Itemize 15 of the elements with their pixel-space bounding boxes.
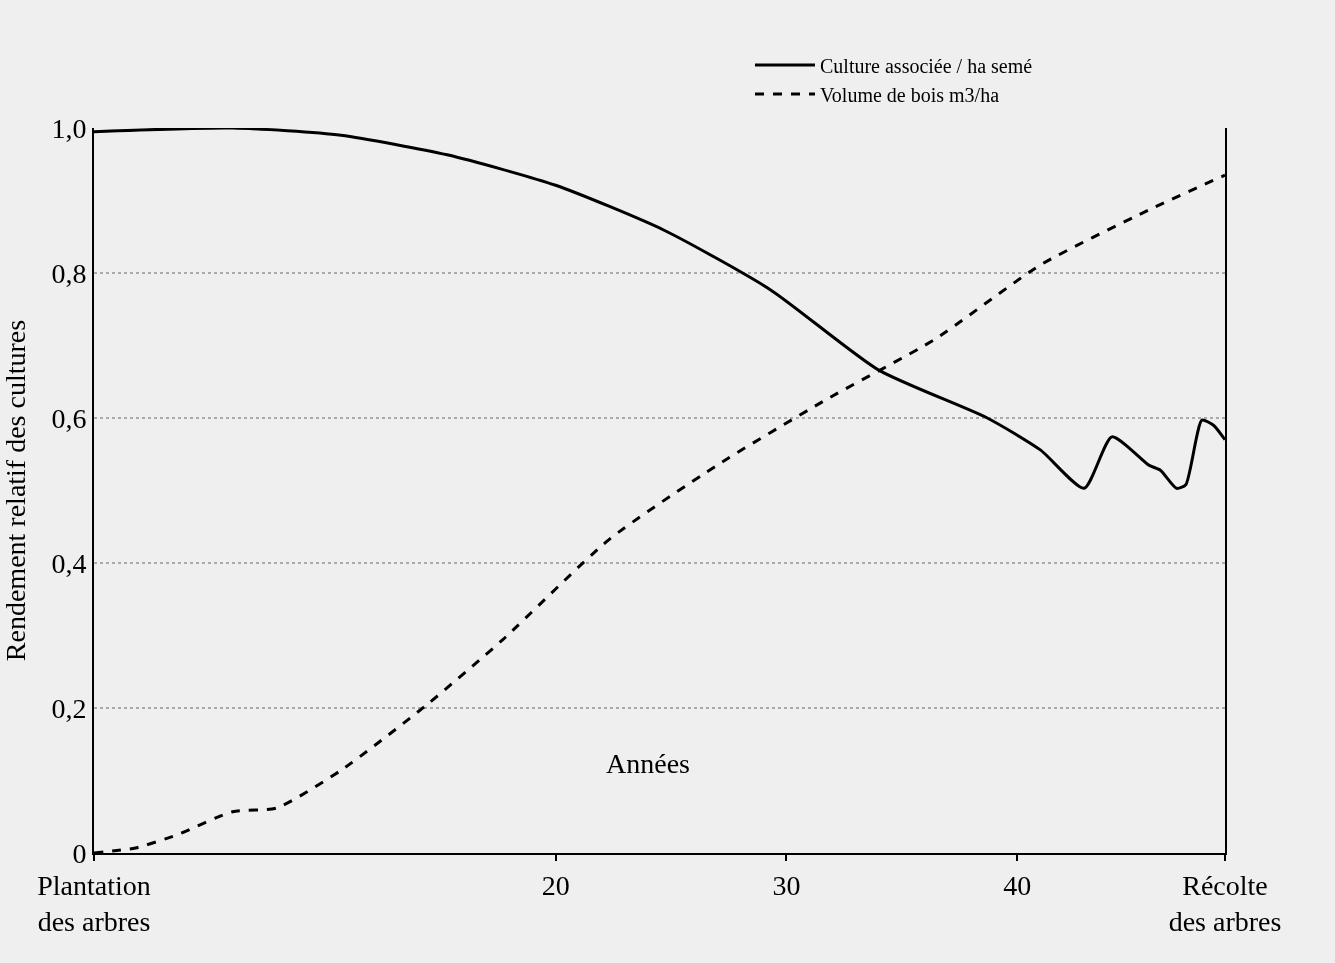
y-tick-label: 0,4 (51, 547, 87, 579)
x-tick-label: Récolte des arbres (1168, 869, 1282, 937)
legend-label: Culture associée / ha semé (819, 54, 1033, 77)
y-tick-label: 0,2 (51, 692, 87, 724)
x-axis-title: Années (606, 748, 690, 779)
legend-label: Volume de bois m3/ha (819, 83, 1000, 106)
y-tick-label: 1,0 (51, 112, 87, 144)
x-tick-label: 20 (541, 869, 570, 901)
x-tick-label: Plantation des arbres (37, 869, 151, 937)
y-tick-label: 0,6 (51, 402, 87, 434)
x-tick-label: 30 (772, 869, 801, 901)
y-axis-title: Rendement relatif des cultures (0, 319, 31, 662)
y-tick-label: 0 (72, 837, 87, 869)
x-tick-label: 40 (1003, 869, 1032, 901)
y-tick-label: 0,8 (51, 257, 87, 289)
